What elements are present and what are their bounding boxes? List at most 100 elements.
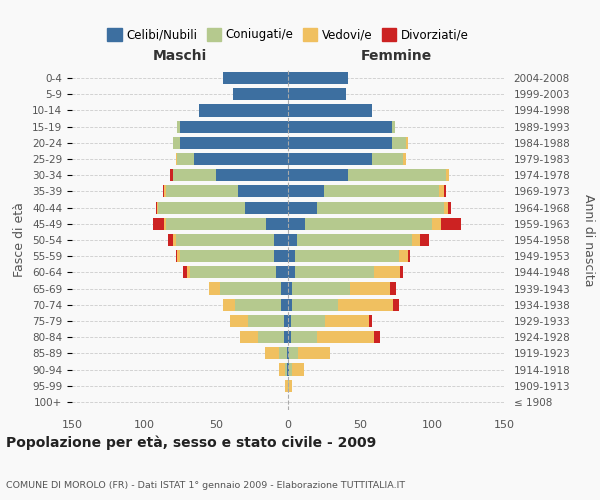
Bar bbox=[258, 331, 284, 343]
Bar bbox=[399, 250, 407, 262]
Y-axis label: Fasce di età: Fasce di età bbox=[13, 202, 26, 278]
Bar bbox=[164, 186, 166, 198]
Bar bbox=[288, 364, 289, 376]
Bar bbox=[245, 202, 288, 213]
Bar bbox=[288, 169, 349, 181]
Bar bbox=[177, 153, 194, 165]
Bar bbox=[296, 234, 412, 246]
Bar bbox=[288, 202, 317, 213]
Bar bbox=[288, 380, 289, 392]
Legend: Celibi/Nubili, Coniugati/e, Vedovi/e, Divorziati/e: Celibi/Nubili, Coniugati/e, Vedovi/e, Di… bbox=[104, 25, 472, 45]
Bar bbox=[400, 266, 403, 278]
Bar bbox=[406, 137, 407, 149]
Bar bbox=[220, 282, 281, 294]
Bar bbox=[287, 348, 288, 360]
Bar bbox=[448, 202, 451, 213]
Bar bbox=[288, 104, 371, 117]
Bar bbox=[176, 153, 177, 165]
Bar bbox=[285, 364, 287, 376]
Bar bbox=[177, 120, 180, 132]
Bar bbox=[325, 315, 368, 327]
Bar bbox=[349, 169, 446, 181]
Bar bbox=[285, 380, 288, 392]
Bar bbox=[289, 364, 292, 376]
Bar bbox=[292, 282, 350, 294]
Bar bbox=[284, 331, 288, 343]
Bar bbox=[280, 364, 285, 376]
Bar bbox=[390, 282, 396, 294]
Bar bbox=[158, 202, 245, 213]
Bar bbox=[392, 137, 406, 149]
Bar bbox=[421, 234, 429, 246]
Bar bbox=[238, 186, 288, 198]
Text: Maschi: Maschi bbox=[153, 49, 207, 63]
Bar bbox=[288, 348, 289, 360]
Bar bbox=[187, 266, 190, 278]
Bar bbox=[166, 218, 266, 230]
Bar bbox=[288, 266, 295, 278]
Bar bbox=[443, 186, 446, 198]
Text: Popolazione per età, sesso e stato civile - 2009: Popolazione per età, sesso e stato civil… bbox=[6, 436, 376, 450]
Bar bbox=[412, 234, 421, 246]
Bar bbox=[288, 120, 392, 132]
Bar bbox=[289, 348, 298, 360]
Text: Femmine: Femmine bbox=[361, 49, 431, 63]
Bar bbox=[164, 218, 166, 230]
Bar bbox=[183, 266, 187, 278]
Bar bbox=[235, 298, 281, 311]
Bar bbox=[180, 250, 274, 262]
Bar bbox=[216, 169, 288, 181]
Bar bbox=[317, 331, 374, 343]
Bar bbox=[280, 348, 287, 360]
Bar bbox=[291, 315, 325, 327]
Bar bbox=[432, 218, 440, 230]
Bar bbox=[265, 348, 280, 360]
Bar bbox=[223, 72, 288, 84]
Bar bbox=[199, 104, 288, 117]
Bar bbox=[292, 364, 304, 376]
Bar bbox=[173, 137, 180, 149]
Bar bbox=[305, 218, 432, 230]
Bar bbox=[392, 120, 395, 132]
Bar bbox=[289, 380, 292, 392]
Bar bbox=[284, 315, 288, 327]
Bar bbox=[439, 186, 443, 198]
Y-axis label: Anni di nascita: Anni di nascita bbox=[581, 194, 595, 286]
Bar bbox=[288, 153, 371, 165]
Bar bbox=[248, 315, 284, 327]
Bar bbox=[274, 250, 288, 262]
Bar bbox=[298, 348, 330, 360]
Bar bbox=[230, 315, 248, 327]
Bar bbox=[403, 153, 406, 165]
Text: COMUNE DI MOROLO (FR) - Dati ISTAT 1° gennaio 2009 - Elaborazione TUTTITALIA.IT: COMUNE DI MOROLO (FR) - Dati ISTAT 1° ge… bbox=[6, 481, 405, 490]
Bar bbox=[173, 169, 216, 181]
Bar bbox=[371, 153, 403, 165]
Bar bbox=[169, 234, 173, 246]
Bar bbox=[152, 218, 164, 230]
Bar bbox=[288, 137, 392, 149]
Bar bbox=[440, 218, 461, 230]
Bar bbox=[295, 250, 399, 262]
Bar bbox=[288, 234, 296, 246]
Bar bbox=[155, 202, 157, 213]
Bar bbox=[350, 282, 390, 294]
Bar bbox=[288, 315, 291, 327]
Bar bbox=[288, 186, 324, 198]
Bar bbox=[407, 250, 410, 262]
Bar bbox=[163, 186, 164, 198]
Bar bbox=[180, 137, 288, 149]
Bar bbox=[317, 202, 443, 213]
Bar bbox=[180, 120, 288, 132]
Bar bbox=[288, 72, 349, 84]
Bar bbox=[241, 331, 258, 343]
Bar bbox=[281, 282, 288, 294]
Bar bbox=[274, 234, 288, 246]
Bar bbox=[176, 234, 274, 246]
Bar bbox=[324, 186, 439, 198]
Bar bbox=[157, 202, 158, 213]
Bar bbox=[233, 88, 288, 101]
Bar bbox=[166, 186, 238, 198]
Bar bbox=[393, 298, 399, 311]
Bar bbox=[288, 250, 295, 262]
Bar bbox=[368, 315, 371, 327]
